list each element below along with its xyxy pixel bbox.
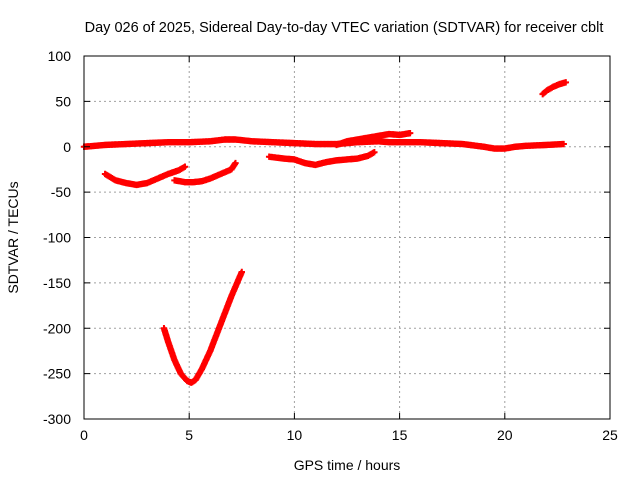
- x-tick-label: 20: [497, 427, 513, 443]
- y-tick-label: 0: [63, 139, 71, 155]
- y-tick-label: 50: [55, 93, 71, 109]
- data-points: [80, 79, 570, 386]
- y-tick-label: 100: [48, 48, 72, 64]
- y-tick-label: -100: [43, 230, 71, 246]
- data-point: [562, 79, 570, 86]
- x-tick-label: 5: [185, 427, 193, 443]
- chart-title: Day 026 of 2025, Sidereal Day-to-day VTE…: [85, 20, 604, 36]
- data-point: [371, 148, 378, 156]
- data-point: [406, 129, 414, 137]
- data-point: [238, 268, 245, 276]
- data-point: [232, 159, 239, 167]
- x-axis-label: GPS time / hours: [294, 457, 401, 473]
- x-tick-label: 0: [80, 427, 88, 443]
- x-tick-label: 15: [392, 427, 408, 443]
- y-tick-label: -50: [51, 184, 71, 200]
- plot-frame: [83, 55, 611, 420]
- x-tick-label: 10: [287, 427, 303, 443]
- y-tick-label: -250: [43, 366, 71, 382]
- grid-lines: [84, 56, 610, 419]
- y-axis-label: SDTVAR / TECUs: [5, 181, 21, 293]
- data-point: [560, 140, 567, 148]
- x-tick-label: 25: [602, 427, 618, 443]
- y-tick-label: -200: [43, 320, 71, 336]
- y-tick-label: -150: [43, 275, 71, 291]
- y-tick-label: -300: [43, 411, 71, 427]
- data-point: [181, 163, 189, 170]
- axis-ticks: 0 5 10 15 20 25 100 50 0 -50 -100 -150 -200 -250 -300: [43, 48, 618, 443]
